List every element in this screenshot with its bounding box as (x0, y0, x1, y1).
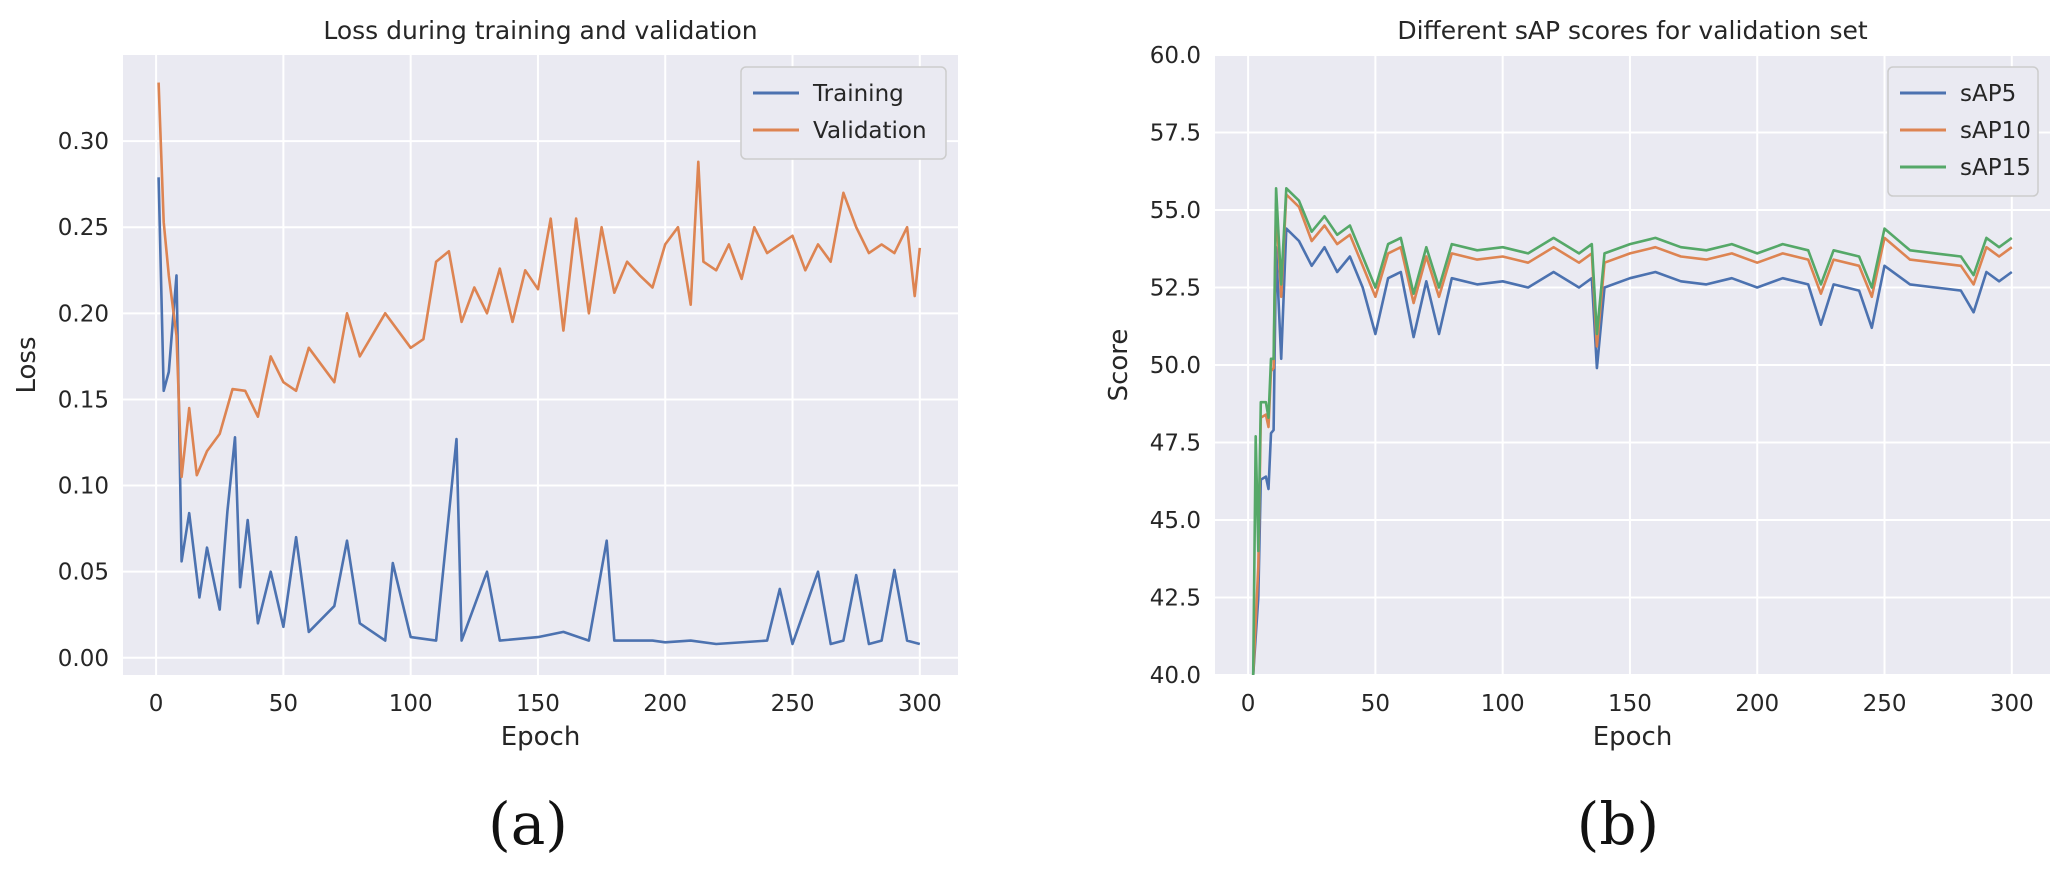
x-tick-label: 200 (643, 691, 687, 717)
legend: Training Validation (740, 66, 947, 160)
x-axis-label: Epoch (501, 722, 581, 752)
caption-b: (b) (1576, 790, 1660, 858)
y-tick-label: 42.5 (1150, 586, 1201, 612)
y-axis-label: Loss (12, 336, 42, 393)
x-tick-label: 50 (269, 691, 298, 717)
x-tick-label: 100 (389, 691, 433, 717)
y-tick-label: 40.0 (1150, 663, 1201, 689)
loss-chart: 0 50 100 150 200 250 300 0.00 0.05 0.10 0.15 0.20 0.… (12, 16, 958, 752)
x-tick-label: 50 (1361, 691, 1390, 717)
x-tick-label: 150 (516, 691, 560, 717)
y-tick-label: 0.20 (58, 301, 109, 327)
panel-loss: 0 50 100 150 200 250 300 0.00 0.05 0.10 0.15 0.20 0.… (0, 0, 1010, 870)
y-tick-label: 52.5 (1150, 276, 1201, 302)
y-tick-label: 60.0 (1150, 43, 1201, 69)
y-tick-label: 57.5 (1150, 121, 1201, 147)
legend-label-sap15: sAP15 (1960, 155, 2031, 181)
y-tick-label: 55.0 (1150, 198, 1201, 224)
y-axis-label: Score (1104, 329, 1134, 402)
legend-box (1887, 66, 2039, 197)
chart-title: Loss during training and validation (323, 16, 757, 45)
y-tick-label: 45.0 (1150, 508, 1201, 534)
legend: sAP5 sAP10 sAP15 (1887, 66, 2039, 197)
x-tick-label: 200 (1735, 691, 1779, 717)
y-tick-label: 47.5 (1150, 431, 1201, 457)
x-tick-label: 300 (1990, 691, 2034, 717)
panel-sap: 0 50 100 150 200 250 300 40.0 42.5 45.0 47.5 50.0 52… (1040, 0, 2067, 870)
x-tick-label: 300 (898, 691, 942, 717)
x-tick-label: 250 (1863, 691, 1907, 717)
legend-label-sap5: sAP5 (1960, 81, 2016, 107)
y-tick-label: 0.25 (58, 215, 109, 241)
y-tick-label: 0.10 (58, 474, 109, 500)
x-tick-label: 100 (1481, 691, 1525, 717)
x-axis-label: Epoch (1593, 722, 1673, 752)
y-tick-label: 0.30 (58, 129, 109, 155)
y-tick-label: 0.15 (58, 387, 109, 413)
series-line-validation (157, 82, 922, 479)
x-tick-label: 150 (1608, 691, 1652, 717)
legend-label-validation: Validation (813, 118, 927, 144)
x-tick-label: 0 (149, 691, 164, 717)
chart-title: Different sAP scores for validation set (1397, 16, 1868, 45)
x-tick-label: 0 (1241, 691, 1256, 717)
legend-label-sap10: sAP10 (1960, 118, 2031, 144)
x-tick-label: 250 (771, 691, 815, 717)
y-tick-label: 0.00 (58, 646, 109, 672)
legend-label-training: Training (812, 81, 904, 107)
y-tick-label: 50.0 (1150, 353, 1201, 379)
sap-chart: 0 50 100 150 200 250 300 40.0 42.5 45.0 47.5 50.0 52… (1104, 16, 2050, 752)
series-line-sap5 (1251, 227, 2013, 675)
y-tick-label: 0.05 (58, 560, 109, 586)
caption-a: (a) (488, 790, 568, 858)
series-line-sap15 (1251, 187, 2013, 675)
series-line-training (157, 177, 921, 646)
legend-box (740, 66, 947, 160)
